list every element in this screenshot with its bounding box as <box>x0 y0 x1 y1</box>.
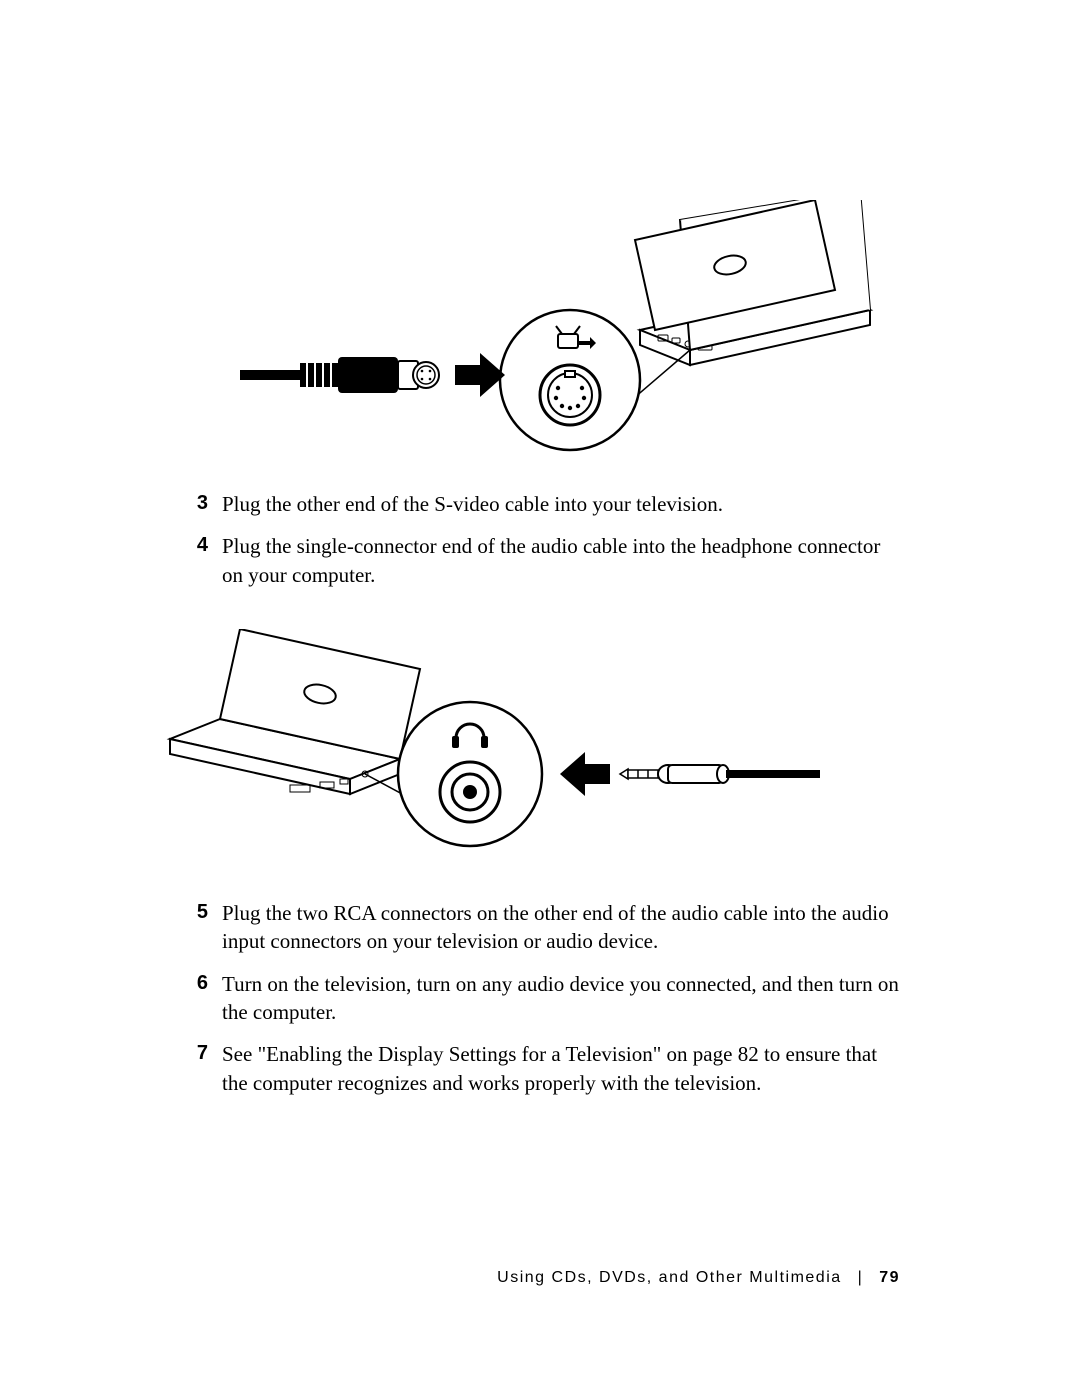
step-item: 6 Turn on the television, turn on any au… <box>180 970 900 1027</box>
step-text: Turn on the television, turn on any audi… <box>222 970 900 1027</box>
step-number: 5 <box>180 899 208 926</box>
svideo-port-detail <box>500 310 640 450</box>
step-item: 4 Plug the single-connector end of the a… <box>180 532 900 589</box>
instruction-steps-a: 3 Plug the other end of the S-video cabl… <box>180 490 900 589</box>
headphone-jack-detail <box>398 702 542 846</box>
step-item: 7 See "Enabling the Display Settings for… <box>180 1040 900 1097</box>
figure-svideo-connection <box>240 200 900 460</box>
step-text: Plug the two RCA connectors on the other… <box>222 899 900 956</box>
laptop-icon <box>170 629 430 809</box>
figure-audio-connection <box>160 629 820 859</box>
step-item: 5 Plug the two RCA connectors on the oth… <box>180 899 900 956</box>
footer-separator: | <box>858 1269 864 1286</box>
page-footer: Using CDs, DVDs, and Other Multimedia | … <box>497 1269 900 1287</box>
footer-section-title: Using CDs, DVDs, and Other Multimedia <box>497 1269 841 1286</box>
laptop-icon <box>620 200 875 410</box>
page-number: 79 <box>879 1269 900 1286</box>
instruction-steps-b: 5 Plug the two RCA connectors on the oth… <box>180 899 900 1097</box>
step-text: See "Enabling the Display Settings for a… <box>222 1040 900 1097</box>
step-number: 3 <box>180 490 208 517</box>
svideo-cable-icon <box>240 357 439 393</box>
step-number: 4 <box>180 532 208 559</box>
arrow-left-icon <box>560 752 610 796</box>
manual-page: 3 Plug the other end of the S-video cabl… <box>0 0 1080 1397</box>
audio-cable-icon <box>620 765 820 783</box>
step-text: Plug the single-connector end of the aud… <box>222 532 900 589</box>
step-number: 6 <box>180 970 208 997</box>
arrow-right-icon <box>455 353 505 397</box>
step-number: 7 <box>180 1040 208 1067</box>
step-item: 3 Plug the other end of the S-video cabl… <box>180 490 900 518</box>
step-text: Plug the other end of the S-video cable … <box>222 490 900 518</box>
